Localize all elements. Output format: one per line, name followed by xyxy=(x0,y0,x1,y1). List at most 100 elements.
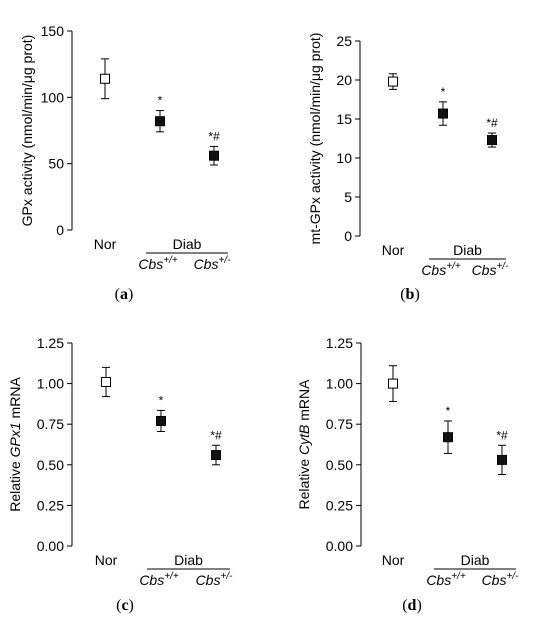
x-group-label: Diab xyxy=(174,552,203,568)
genotype-name: Cbs xyxy=(196,572,221,588)
panel-label: (b) xyxy=(400,286,420,303)
panel-label-paren: ( xyxy=(400,286,405,303)
panel-label-letter: b xyxy=(406,286,415,303)
y-tick-label: 150 xyxy=(41,23,65,39)
y-axis-label-part: mRNA xyxy=(296,379,312,425)
data-point-filled xyxy=(438,108,448,119)
significance-annotation: *# xyxy=(486,116,498,130)
y-tick-label: 1.00 xyxy=(37,376,64,392)
x-category-label: Cbs+/+ xyxy=(139,571,179,588)
x-category-label: Cbs+/+ xyxy=(421,261,461,278)
y-tick-label: 20 xyxy=(336,72,352,88)
genotype-superscript: +/- xyxy=(496,261,509,272)
genotype-superscript: +/+ xyxy=(164,571,179,582)
genotype-name: Cbs xyxy=(139,572,164,588)
data-point-open xyxy=(388,378,398,389)
genotype-name: Cbs xyxy=(138,256,163,272)
genotype-name: Cbs xyxy=(426,572,451,588)
chart-b-svg: 0 5 10 15 20 25 mt-GPx activity (nmol/min/μg p… xyxy=(307,33,510,303)
chart-d-svg: 0.00 0.25 0.50 0.75 1.00 1.25 Relative CytB mR… xyxy=(296,335,520,614)
y-tick-label: 0.00 xyxy=(326,538,353,554)
data-point-open xyxy=(101,376,111,387)
data-point-open xyxy=(388,76,398,87)
significance-annotation: * xyxy=(441,85,446,99)
y-axis-label-part: GPx activity (nmol/min/μg prot) xyxy=(19,35,35,227)
y-axis-label-part: CytB xyxy=(296,425,312,455)
significance-annotation: * xyxy=(158,94,163,108)
data-point-filled xyxy=(155,116,165,127)
y-axis-label: Relative GPx1 mRNA xyxy=(7,377,23,512)
panel-label-paren: ) xyxy=(416,597,421,614)
y-tick-label: 0.75 xyxy=(37,416,64,432)
y-axis-label: Relative CytB mRNA xyxy=(296,379,312,510)
y-tick-label: 1.25 xyxy=(326,335,353,351)
panel-label-letter: a xyxy=(120,286,128,303)
genotype-name: Cbs xyxy=(194,256,219,272)
chart-panel-d: 0.00 0.25 0.50 0.75 1.00 1.25 Relative CytB mR… xyxy=(275,316,550,634)
y-axis-label-part: Relative xyxy=(7,457,23,511)
x-category-label: Cbs+/+ xyxy=(426,571,466,588)
x-category-label: Nor xyxy=(95,552,118,568)
panel-label-paren: ( xyxy=(402,597,407,614)
chart-panel-c: 0.00 0.25 0.50 0.75 1.00 1.25 Relative GPx1 mR… xyxy=(0,316,275,634)
x-category-label: Cbs+/- xyxy=(196,571,234,588)
y-tick-label: 10 xyxy=(336,150,352,166)
significance-annotation: *# xyxy=(210,428,222,442)
y-tick-label: 0.75 xyxy=(326,416,353,432)
chart-a-svg: 0 50 100 150 GPx activity (nmol/min/μg prot)… xyxy=(19,23,232,303)
data-point-filled xyxy=(497,454,507,465)
significance-annotation: *# xyxy=(496,428,508,442)
panel-label-letter: c xyxy=(121,597,128,614)
data-point-open xyxy=(100,73,110,84)
x-category-label: Nor xyxy=(94,236,117,252)
genotype-name: Cbs xyxy=(472,262,497,278)
panel-label-paren: ) xyxy=(129,597,134,614)
y-tick-label: 0.25 xyxy=(326,497,353,513)
significance-annotation: * xyxy=(446,404,451,418)
genotype-superscript: +/- xyxy=(506,571,519,582)
y-tick-label: 0 xyxy=(56,222,64,238)
x-category-label: Nor xyxy=(382,242,405,258)
significance-annotation: * xyxy=(159,393,164,407)
panel-label: (a) xyxy=(115,286,134,303)
data-point-filled xyxy=(443,432,453,443)
panel-label: (d) xyxy=(402,597,422,614)
panel-label: (c) xyxy=(116,597,134,614)
y-tick-label: 0.50 xyxy=(326,457,353,473)
x-category-label: Cbs+/- xyxy=(472,261,510,278)
y-axis-label-part: mRNA xyxy=(7,377,23,423)
y-tick-label: 0.50 xyxy=(37,457,64,473)
data-point-filled xyxy=(156,415,166,426)
panel-label-paren: ) xyxy=(128,286,133,303)
x-category-label: Cbs+/+ xyxy=(138,255,178,272)
genotype-superscript: +/+ xyxy=(446,261,461,272)
genotype-name: Cbs xyxy=(421,262,446,278)
y-tick-label: 1.00 xyxy=(326,376,353,392)
y-tick-label: 0.00 xyxy=(37,538,64,554)
y-axis-label-part: mt-GPx activity (nmol/min/μg prot) xyxy=(307,33,323,245)
y-tick-label: 100 xyxy=(41,89,65,105)
data-point-filled xyxy=(211,450,221,461)
y-tick-label: 5 xyxy=(344,189,352,205)
x-category-label: Cbs+/- xyxy=(194,255,232,272)
genotype-name: Cbs xyxy=(482,572,507,588)
y-tick-label: 15 xyxy=(336,111,352,127)
genotype-superscript: +/+ xyxy=(163,255,178,266)
genotype-superscript: +/- xyxy=(218,255,231,266)
y-axis-label-part: GPx1 xyxy=(7,422,23,457)
genotype-superscript: +/- xyxy=(220,571,233,582)
chart-panel-b: 0 5 10 15 20 25 mt-GPx activity (nmol/min/μg p… xyxy=(275,0,550,321)
y-tick-label: 0 xyxy=(344,228,352,244)
x-group-label: Diab xyxy=(453,242,482,258)
data-point-filled xyxy=(487,135,497,146)
chart-panel-a: 0 50 100 150 GPx activity (nmol/min/μg prot)… xyxy=(0,0,275,321)
chart-c-svg: 0.00 0.25 0.50 0.75 1.00 1.25 Relative GPx1 mR… xyxy=(7,335,234,614)
genotype-superscript: +/+ xyxy=(451,571,466,582)
y-axis-label: mt-GPx activity (nmol/min/μg prot) xyxy=(307,33,323,245)
panel-label-paren: ( xyxy=(116,597,121,614)
panel-label-paren: ( xyxy=(115,286,120,303)
x-category-label: Cbs+/- xyxy=(482,571,520,588)
y-tick-label: 25 xyxy=(336,33,352,49)
significance-annotation: *# xyxy=(208,129,220,143)
data-point-filled xyxy=(209,150,219,161)
